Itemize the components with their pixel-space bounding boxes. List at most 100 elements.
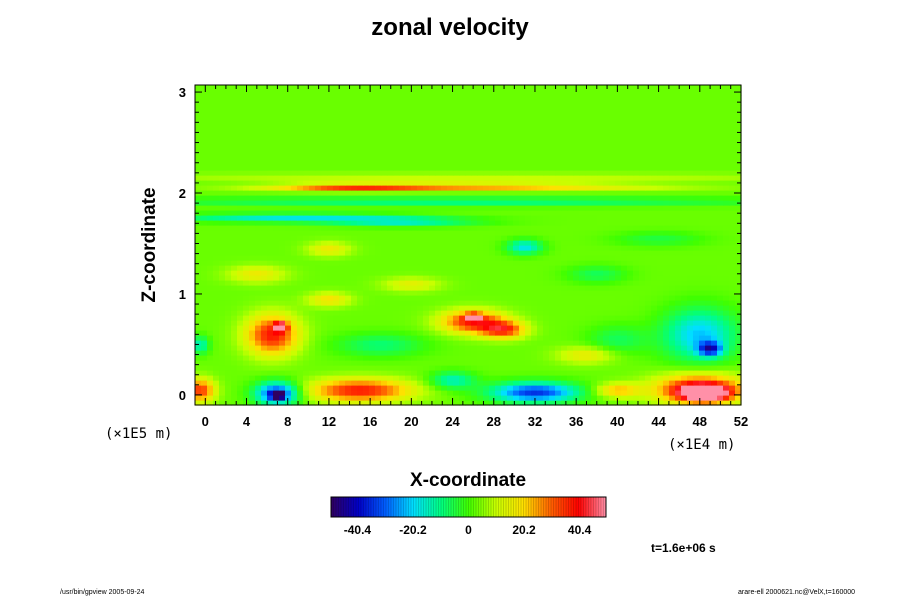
heatmap-cell <box>423 220 430 226</box>
heatmap-cell <box>321 350 328 356</box>
heatmap-cell <box>723 315 730 321</box>
heatmap-cell <box>531 360 538 366</box>
heatmap-cell <box>207 375 214 381</box>
heatmap-cell <box>243 280 250 286</box>
heatmap-cell <box>327 265 334 271</box>
heatmap-cell <box>219 165 226 171</box>
heatmap-cell <box>267 370 274 376</box>
heatmap-cell <box>369 310 376 316</box>
heatmap-cell <box>501 395 508 401</box>
heatmap-cell <box>645 360 652 366</box>
heatmap-cell <box>381 255 388 261</box>
heatmap-cell <box>723 185 730 191</box>
heatmap-cell <box>333 355 340 361</box>
heatmap-cell <box>675 200 682 206</box>
heatmap-cell <box>261 360 268 366</box>
heatmap-cell <box>531 230 538 236</box>
heatmap-cell <box>699 345 706 351</box>
heatmap-cell <box>273 185 280 191</box>
heatmap-cell <box>735 345 742 351</box>
heatmap-cell <box>723 155 730 161</box>
heatmap-cell <box>255 255 262 261</box>
heatmap-cell <box>339 185 346 191</box>
heatmap-cell <box>495 300 502 306</box>
heatmap-cell <box>693 190 700 196</box>
heatmap-cell <box>663 165 670 171</box>
heatmap-cell <box>399 190 406 196</box>
heatmap-cell <box>663 330 670 336</box>
heatmap-cell <box>237 140 244 146</box>
heatmap-cell <box>495 155 502 161</box>
heatmap-cell <box>399 335 406 341</box>
heatmap-cell <box>609 155 616 161</box>
heatmap-cell <box>681 140 688 146</box>
heatmap-cell <box>549 390 556 396</box>
heatmap-cell <box>291 275 298 281</box>
heatmap-cell <box>231 135 238 141</box>
heatmap-cell <box>381 190 388 196</box>
heatmap-cell <box>495 230 502 236</box>
heatmap-cell <box>651 400 658 406</box>
heatmap-cell <box>429 375 436 381</box>
heatmap-cell <box>441 215 448 221</box>
heatmap-cell <box>315 150 322 156</box>
heatmap-cell <box>489 295 496 301</box>
heatmap-cell <box>255 170 262 176</box>
heatmap-cell <box>279 380 286 386</box>
heatmap-cell <box>279 360 286 366</box>
heatmap-cell <box>393 135 400 141</box>
heatmap-cell <box>591 340 598 346</box>
heatmap-cell <box>543 165 550 171</box>
heatmap-cell <box>333 350 340 356</box>
x-axis-unit: (×1E4 m) <box>668 437 736 453</box>
heatmap-cell <box>279 305 286 311</box>
heatmap-cell <box>273 140 280 146</box>
heatmap-cell <box>489 255 496 261</box>
heatmap-cell <box>255 260 262 266</box>
heatmap-cell <box>585 365 592 371</box>
heatmap-cell <box>279 185 286 191</box>
heatmap-cell <box>351 190 358 196</box>
heatmap-cell <box>237 250 244 256</box>
heatmap-cell <box>417 220 424 226</box>
heatmap-cell <box>717 175 724 181</box>
heatmap-cell <box>249 255 256 261</box>
heatmap-cell <box>543 325 550 331</box>
heatmap-cell <box>615 150 622 156</box>
heatmap-cell <box>423 215 430 221</box>
heatmap-cell <box>525 260 532 266</box>
heatmap-cell <box>351 160 358 166</box>
heatmap-cell <box>291 300 298 306</box>
heatmap-cell <box>507 270 514 276</box>
heatmap-cell <box>357 340 364 346</box>
heatmap-cell <box>207 240 214 246</box>
heatmap-cell <box>735 375 742 381</box>
heatmap-cell <box>609 170 616 176</box>
heatmap-cell <box>561 345 568 351</box>
heatmap-cell <box>525 275 532 281</box>
heatmap-cell <box>363 230 370 236</box>
heatmap-cell <box>633 215 640 221</box>
heatmap-cell <box>591 255 598 261</box>
heatmap-cell <box>321 295 328 301</box>
heatmap-cell <box>417 210 424 216</box>
heatmap-cell <box>327 395 334 401</box>
heatmap-cell <box>375 320 382 326</box>
heatmap-cell <box>525 315 532 321</box>
heatmap-cell <box>213 200 220 206</box>
heatmap-cell <box>549 230 556 236</box>
heatmap-cell <box>603 140 610 146</box>
heatmap-cell <box>417 285 424 291</box>
heatmap-cell <box>279 270 286 276</box>
heatmap-cell <box>351 305 358 311</box>
heatmap-cell <box>477 285 484 291</box>
heatmap-cell <box>603 130 610 136</box>
heatmap-cell <box>435 140 442 146</box>
heatmap-cell <box>291 230 298 236</box>
heatmap-cell <box>201 260 208 266</box>
heatmap-cell <box>207 325 214 331</box>
heatmap-cell <box>375 395 382 401</box>
heatmap-cell <box>495 315 502 321</box>
heatmap-cell <box>639 210 646 216</box>
heatmap-cell <box>549 280 556 286</box>
